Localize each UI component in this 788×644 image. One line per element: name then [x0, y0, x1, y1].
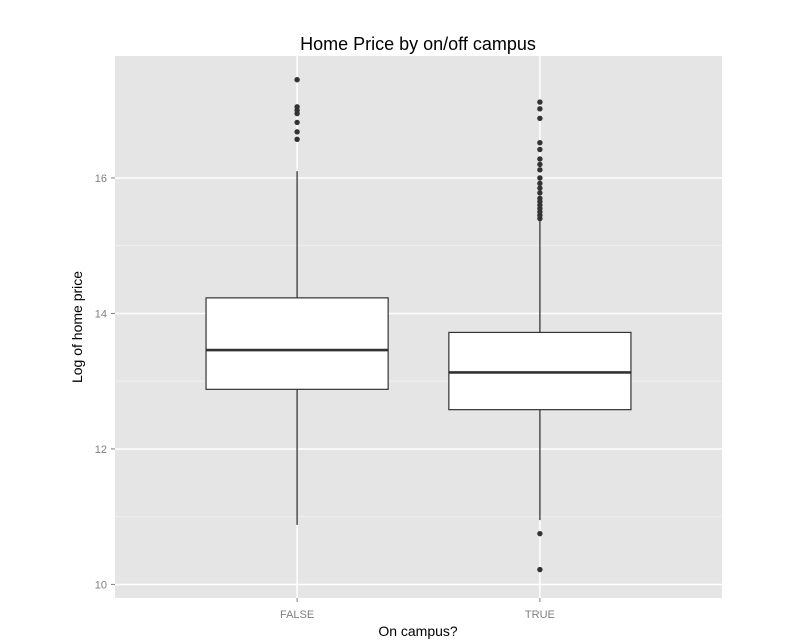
y-axis: 10 12 14 16	[95, 173, 115, 591]
iqr-box	[448, 331, 632, 411]
x-axis: FALSE TRUE	[280, 598, 555, 621]
y-tick-label: 10	[95, 579, 107, 591]
box-true	[448, 99, 632, 573]
box-false	[205, 77, 389, 525]
outlier-point	[537, 115, 543, 122]
grid-lines	[115, 56, 722, 598]
outlier-point	[294, 104, 300, 110]
y-tick-label: 12	[95, 444, 107, 456]
outlier-point	[537, 161, 543, 168]
outlier-point	[537, 99, 543, 105]
outlier-point	[537, 146, 543, 153]
outlier-point	[537, 185, 543, 191]
x-tick-label: TRUE	[525, 609, 555, 621]
outlier-point	[294, 77, 300, 83]
outlier-point	[294, 136, 300, 143]
outlier-point	[537, 167, 543, 173]
iqr-box	[205, 297, 389, 390]
outlier-point	[537, 106, 543, 112]
outlier-point	[537, 566, 543, 573]
outlier-point	[537, 180, 543, 187]
outlier-point	[294, 119, 300, 126]
boxes-layer	[205, 77, 632, 573]
x-tick-label: FALSE	[280, 609, 314, 621]
outlier-point	[537, 190, 543, 196]
outlier-point	[537, 530, 543, 537]
outlier-point	[537, 175, 543, 181]
y-tick-label: 14	[95, 308, 107, 320]
x-axis-title: On campus?	[378, 623, 458, 639]
outlier-point	[294, 129, 300, 135]
outlier-point	[537, 140, 543, 146]
y-tick-label: 16	[95, 173, 107, 185]
outlier-point	[537, 156, 543, 162]
y-axis-title: Log of home price	[69, 271, 85, 383]
outlier-point	[537, 195, 543, 201]
chart-title: Home Price by on/off campus	[300, 34, 536, 54]
